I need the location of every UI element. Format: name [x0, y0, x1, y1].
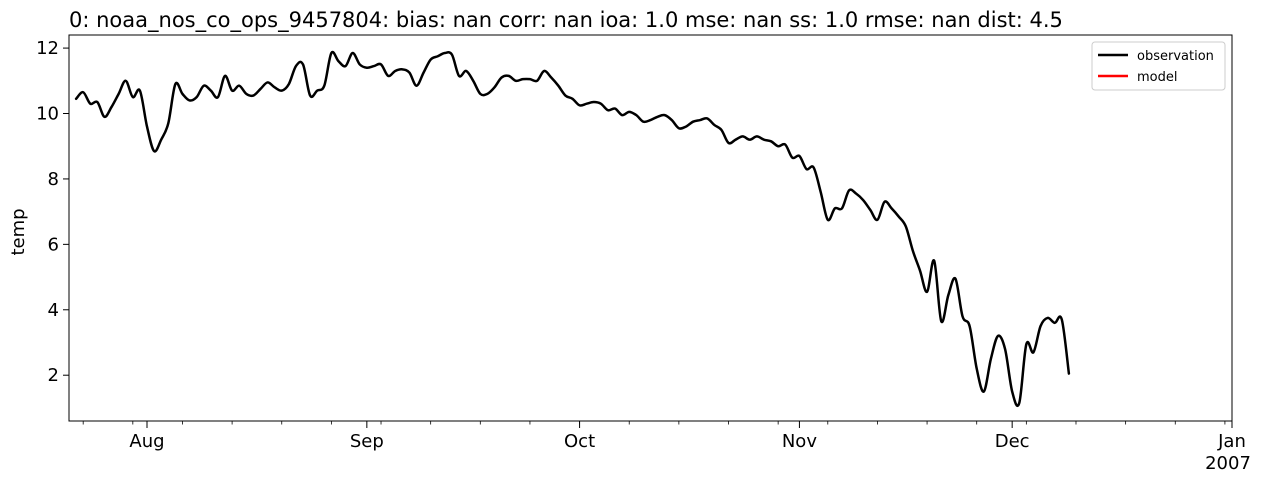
series-line-observation: [74, 50, 1071, 408]
x-tick-label: Sep: [350, 431, 384, 452]
y-tick-label: 12: [36, 38, 59, 59]
chart-title: 0: noaa_nos_co_ops_9457804: bias: nan co…: [69, 8, 1063, 33]
y-tick-label: 6: [48, 234, 59, 255]
x-tick-label: Jan: [1217, 431, 1246, 452]
legend-label-model: model: [1137, 70, 1177, 85]
y-tick-label: 10: [36, 104, 59, 125]
y-axis-label: temp: [8, 208, 29, 255]
plot-frame: [68, 34, 1233, 422]
x-tick-label: Aug: [129, 431, 164, 452]
y-axis: 2 4 6 8 10 12: [36, 38, 69, 386]
y-tick-label: 8: [48, 169, 59, 190]
y-tick-label: 2: [48, 365, 59, 386]
x-tick-label: Oct: [564, 431, 595, 452]
legend-label-observation: observation: [1137, 49, 1214, 64]
x-tick-label: Nov: [782, 431, 817, 452]
x-tick-sublabel: 2007: [1205, 453, 1251, 474]
legend: observation model: [1091, 41, 1226, 91]
x-tick-label: Dec: [995, 431, 1030, 452]
y-tick-label: 4: [48, 300, 59, 321]
plot-area: [74, 50, 1071, 408]
